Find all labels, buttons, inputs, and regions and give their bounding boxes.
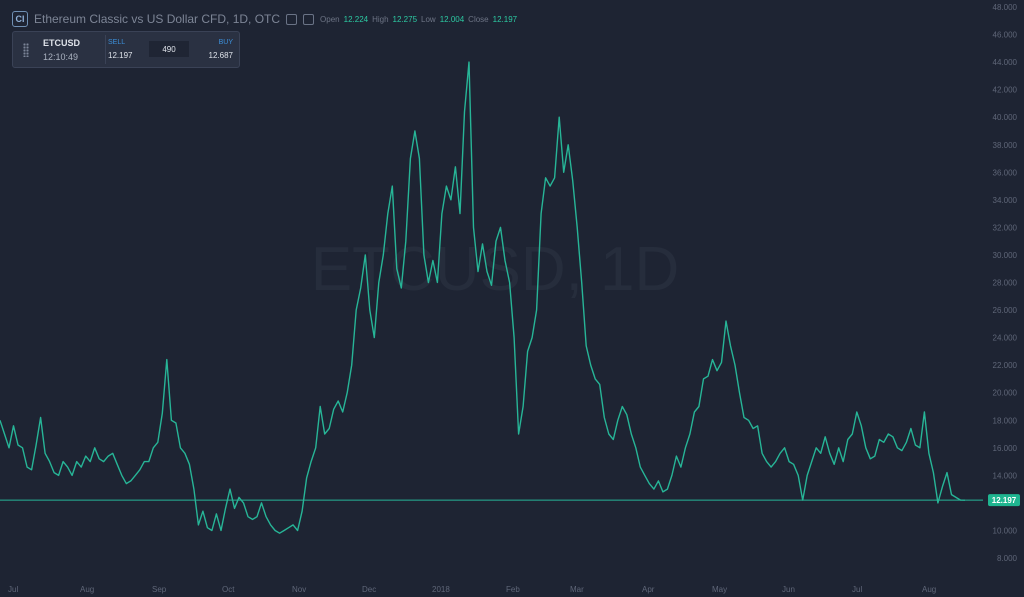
y-tick-label: 18.000 [993, 416, 1018, 425]
sell-button[interactable]: SELL 12.197 [105, 35, 156, 64]
y-tick-label: 22.000 [993, 361, 1018, 370]
compare-square-icon[interactable] [303, 13, 315, 25]
y-tick-label: 16.000 [993, 444, 1018, 453]
x-tick-label: Aug [922, 585, 936, 594]
low-label: Low [421, 14, 436, 24]
x-tick-label: May [712, 585, 727, 594]
y-tick-label: 28.000 [993, 279, 1018, 288]
y-tick-label: 8.000 [997, 554, 1018, 563]
chart-header: CI Ethereum Classic vs US Dollar CFD, 1D… [12, 10, 517, 28]
sell-price: 12.197 [108, 51, 133, 60]
open-label: Open [320, 14, 340, 24]
x-tick-label: Jul [852, 585, 862, 594]
y-tick-label: 36.000 [993, 168, 1018, 177]
x-tick-label: Apr [642, 585, 655, 594]
y-tick-label: 34.000 [993, 196, 1018, 205]
y-tick-label: 42.000 [993, 86, 1018, 95]
buy-price: 12.687 [208, 51, 233, 60]
y-tick-label: 30.000 [993, 251, 1018, 260]
symbol-logo-icon[interactable]: CI [12, 11, 28, 27]
price-series-line [0, 61, 966, 534]
y-tick-label: 32.000 [993, 223, 1018, 232]
x-tick-label: Nov [292, 585, 306, 594]
high-label: High [372, 14, 389, 24]
x-tick-label: Mar [570, 585, 584, 594]
y-tick-label: 26.000 [993, 306, 1018, 315]
drag-handle-icon[interactable] [23, 43, 29, 57]
chart-title: Ethereum Classic vs US Dollar CFD, 1D, O… [34, 12, 281, 26]
close-value: 12.197 [492, 14, 518, 24]
trade-time: 12:10:49 [43, 52, 79, 62]
buy-button[interactable]: BUY 12.687 [189, 35, 239, 64]
last-price-tag-label: 12.197 [992, 496, 1017, 505]
x-tick-label: Feb [506, 585, 520, 594]
x-tick-label: 2018 [432, 585, 450, 594]
y-tick-label: 48.000 [993, 3, 1018, 12]
ohlc-readout: Open 12.224 High 12.275 Low 12.004 Close… [320, 15, 517, 24]
y-tick-label: 46.000 [993, 31, 1018, 40]
x-tick-label: Oct [222, 585, 235, 594]
x-tick-label: Dec [362, 585, 376, 594]
spread-value: 490 [149, 41, 189, 57]
y-tick-label: 44.000 [993, 58, 1018, 67]
x-tick-label: Jun [782, 585, 795, 594]
low-value: 12.004 [439, 14, 465, 24]
close-label: Close [468, 14, 489, 24]
high-value: 12.275 [392, 14, 418, 24]
y-tick-label: 38.000 [993, 141, 1018, 150]
x-tick-label: Aug [80, 585, 94, 594]
x-tick-label: Jul [8, 585, 18, 594]
x-tick-label: Sep [152, 585, 167, 594]
open-value: 12.224 [343, 14, 369, 24]
sell-label: SELL [108, 39, 126, 46]
y-tick-label: 10.000 [993, 526, 1018, 535]
trade-panel: ETCUSD 12:10:49 SELL 12.197 490 BUY 12.6… [12, 31, 240, 68]
settings-square-icon[interactable] [286, 13, 298, 25]
y-tick-label: 20.000 [993, 389, 1018, 398]
last-price-tag [988, 494, 1020, 507]
buy-label: BUY [218, 39, 233, 46]
trade-symbol: ETCUSD [43, 38, 81, 48]
y-tick-label: 40.000 [993, 113, 1018, 122]
y-tick-label: 14.000 [993, 471, 1018, 480]
y-tick-label: 24.000 [993, 334, 1018, 343]
